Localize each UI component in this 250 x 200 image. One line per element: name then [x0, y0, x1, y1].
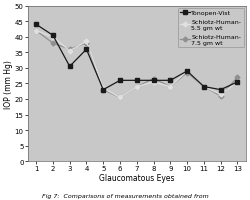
Tonopen-Vist: [85, 49, 88, 51]
Tonopen-Vist: [152, 80, 155, 82]
Schiotz-Human-
7.5 gm wt: [236, 77, 239, 79]
Schiotz-Human-
7.5 gm wt: [152, 78, 155, 81]
Schiotz-Human-
5.5 gm wt: [186, 70, 188, 73]
Schiotz-Human-
5.5 gm wt: [34, 30, 37, 33]
Schiotz-Human-
5.5 gm wt: [102, 87, 105, 90]
Schiotz-Human-
5.5 gm wt: [85, 41, 88, 43]
X-axis label: Glaucomatous Eyes: Glaucomatous Eyes: [99, 173, 174, 182]
Schiotz-Human-
7.5 gm wt: [102, 89, 105, 91]
Schiotz-Human-
5.5 gm wt: [152, 81, 155, 84]
Y-axis label: IOP (mm Hg): IOP (mm Hg): [4, 60, 13, 108]
Schiotz-Human-
5.5 gm wt: [135, 86, 138, 88]
Schiotz-Human-
7.5 gm wt: [202, 86, 205, 88]
Schiotz-Human-
5.5 gm wt: [169, 86, 172, 88]
Legend: Tonopen-Vist, Schiotz-Human-
5.5 gm wt, Schiotz-Human-
7.5 gm wt: Tonopen-Vist, Schiotz-Human- 5.5 gm wt, …: [178, 8, 244, 48]
Tonopen-Vist: [219, 89, 222, 91]
Schiotz-Human-
5.5 gm wt: [118, 97, 122, 99]
Tonopen-Vist: [169, 80, 172, 82]
Schiotz-Human-
7.5 gm wt: [118, 97, 122, 99]
Schiotz-Human-
7.5 gm wt: [68, 49, 71, 51]
Tonopen-Vist: [236, 81, 239, 84]
Schiotz-Human-
5.5 gm wt: [68, 50, 71, 53]
Schiotz-Human-
5.5 gm wt: [236, 81, 239, 84]
Schiotz-Human-
5.5 gm wt: [219, 94, 222, 96]
Tonopen-Vist: [68, 66, 71, 68]
Schiotz-Human-
7.5 gm wt: [85, 43, 88, 45]
Schiotz-Human-
7.5 gm wt: [219, 95, 222, 98]
Line: Tonopen-Vist: Tonopen-Vist: [34, 23, 239, 92]
Tonopen-Vist: [34, 24, 37, 26]
Schiotz-Human-
5.5 gm wt: [202, 86, 205, 88]
Schiotz-Human-
7.5 gm wt: [34, 30, 37, 33]
Tonopen-Vist: [202, 86, 205, 88]
Schiotz-Human-
5.5 gm wt: [52, 36, 54, 39]
Schiotz-Human-
7.5 gm wt: [169, 86, 172, 88]
Tonopen-Vist: [135, 80, 138, 82]
Tonopen-Vist: [118, 80, 122, 82]
Tonopen-Vist: [186, 70, 188, 73]
Tonopen-Vist: [52, 35, 54, 37]
Schiotz-Human-
7.5 gm wt: [52, 43, 54, 45]
Line: Schiotz-Human-
7.5 gm wt: Schiotz-Human- 7.5 gm wt: [34, 30, 239, 100]
Tonopen-Vist: [102, 89, 105, 91]
Schiotz-Human-
7.5 gm wt: [135, 86, 138, 88]
Text: Fig 7:  Comparisons of measurements obtained from: Fig 7: Comparisons of measurements obtai…: [42, 193, 208, 198]
Schiotz-Human-
7.5 gm wt: [186, 72, 188, 74]
Line: Schiotz-Human-
5.5 gm wt: Schiotz-Human- 5.5 gm wt: [34, 30, 239, 100]
